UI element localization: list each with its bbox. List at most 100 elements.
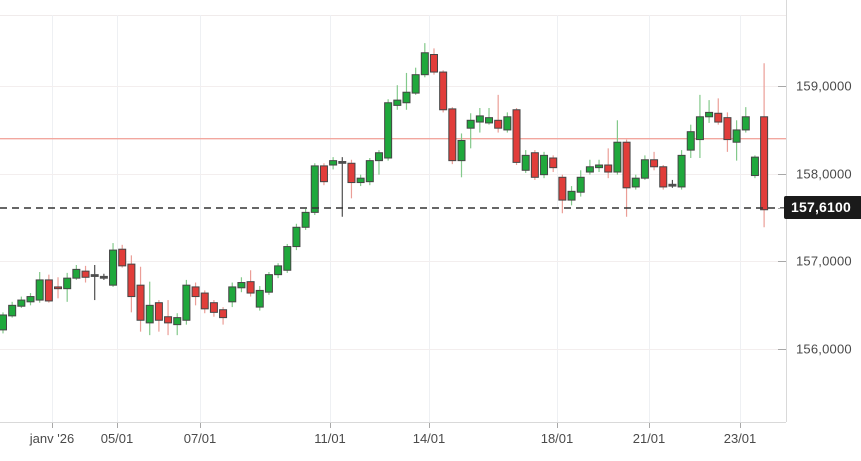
candle[interactable]	[540, 151, 549, 179]
price-axis-label: 157,0000	[796, 253, 852, 269]
candle[interactable]	[695, 94, 704, 159]
candle[interactable]	[741, 107, 750, 133]
candle[interactable]	[200, 290, 209, 314]
candle[interactable]	[99, 273, 108, 280]
candle[interactable]	[705, 100, 714, 123]
candle[interactable]	[384, 99, 393, 161]
candle-body	[145, 304, 154, 324]
time-axis[interactable]: janv '26 05/01 07/01 11/01 14/01 18/01 21/01 23…	[0, 422, 786, 461]
candle[interactable]	[127, 255, 136, 313]
candle[interactable]	[319, 163, 328, 186]
candle[interactable]	[246, 270, 255, 297]
candle[interactable]	[35, 272, 44, 303]
candle[interactable]	[503, 112, 512, 133]
candle[interactable]	[154, 300, 163, 332]
candle[interactable]	[118, 244, 127, 268]
candle[interactable]	[723, 112, 732, 152]
candle[interactable]	[209, 300, 218, 317]
candle[interactable]	[393, 85, 402, 110]
candle[interactable]	[595, 159, 604, 173]
candle[interactable]	[255, 286, 264, 311]
candle[interactable]	[374, 150, 383, 175]
candle[interactable]	[530, 150, 539, 180]
price-axis-label: 159,0000	[796, 78, 852, 94]
candle[interactable]	[576, 170, 585, 197]
candle[interactable]	[164, 300, 173, 336]
time-tick	[649, 423, 650, 428]
candle-body	[301, 211, 310, 228]
candle-body	[246, 281, 255, 294]
candle[interactable]	[365, 158, 374, 186]
candle[interactable]	[466, 113, 475, 149]
candle[interactable]	[356, 174, 365, 187]
candle[interactable]	[475, 108, 484, 133]
candle[interactable]	[338, 157, 347, 217]
candle-body	[136, 284, 145, 321]
candle-body	[485, 117, 494, 124]
chart-plot-area[interactable]	[0, 0, 786, 422]
candle-body	[540, 154, 549, 176]
candle[interactable]	[659, 165, 668, 190]
candle[interactable]	[44, 274, 53, 303]
candle[interactable]	[429, 48, 438, 75]
candle[interactable]	[521, 150, 530, 173]
candle[interactable]	[457, 133, 466, 178]
candle[interactable]	[567, 186, 576, 206]
candle[interactable]	[558, 174, 567, 214]
candle[interactable]	[54, 277, 63, 299]
candle[interactable]	[63, 272, 72, 302]
candle[interactable]	[17, 296, 26, 308]
candle[interactable]	[0, 312, 7, 334]
candle[interactable]	[292, 223, 301, 251]
candle[interactable]	[585, 159, 594, 175]
candle[interactable]	[301, 208, 310, 230]
candle[interactable]	[439, 70, 448, 113]
price-axis-label: 158,0000	[796, 166, 852, 182]
candle[interactable]	[604, 148, 613, 179]
candle-body	[650, 159, 659, 168]
candle[interactable]	[668, 179, 677, 188]
candle[interactable]	[494, 94, 503, 133]
candle[interactable]	[8, 301, 17, 318]
candle[interactable]	[347, 159, 356, 199]
candle[interactable]	[237, 277, 246, 293]
candle[interactable]	[714, 98, 723, 125]
candle[interactable]	[329, 157, 338, 170]
candle[interactable]	[145, 281, 154, 336]
candle[interactable]	[485, 108, 494, 125]
candle[interactable]	[448, 107, 457, 165]
candle[interactable]	[26, 293, 35, 306]
candle[interactable]	[283, 243, 292, 273]
candle[interactable]	[732, 120, 741, 161]
candle[interactable]	[274, 263, 283, 279]
candle[interactable]	[219, 307, 228, 325]
candle[interactable]	[677, 150, 686, 190]
candle[interactable]	[686, 124, 695, 159]
candle[interactable]	[640, 155, 649, 180]
time-axis-label: 18/01	[540, 431, 574, 446]
price-axis[interactable]: 157,6100 159,0000 158,0000 157,0000 156,000…	[784, 0, 861, 422]
candle[interactable]	[760, 63, 769, 228]
candle[interactable]	[650, 151, 659, 171]
candle[interactable]	[613, 120, 622, 175]
candle[interactable]	[549, 155, 558, 173]
candle[interactable]	[622, 139, 631, 217]
candle[interactable]	[411, 67, 420, 95]
candle[interactable]	[420, 43, 429, 78]
candle[interactable]	[264, 272, 273, 295]
candle[interactable]	[173, 313, 182, 336]
chart-canvas[interactable]	[0, 0, 786, 422]
candle[interactable]	[402, 72, 411, 110]
candle[interactable]	[750, 155, 759, 179]
candle[interactable]	[191, 282, 200, 306]
candle[interactable]	[631, 174, 640, 190]
candle[interactable]	[512, 108, 521, 166]
candle[interactable]	[81, 265, 90, 283]
candle[interactable]	[228, 282, 237, 308]
candle[interactable]	[182, 279, 191, 325]
candle[interactable]	[109, 243, 118, 287]
candle[interactable]	[136, 266, 145, 332]
candle[interactable]	[310, 163, 319, 216]
candle[interactable]	[72, 264, 81, 280]
candle[interactable]	[90, 264, 99, 301]
